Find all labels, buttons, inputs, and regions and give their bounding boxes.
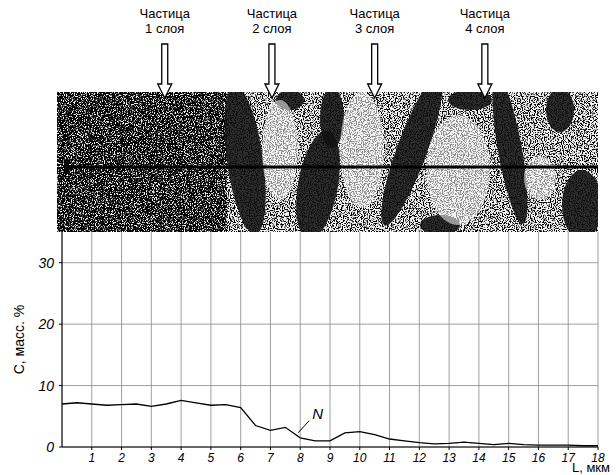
x-tick-label: 8	[297, 451, 304, 465]
grid-x	[91, 232, 92, 447]
x-tick	[538, 447, 539, 450]
x-tick-label: 2	[117, 451, 125, 465]
y-axis	[61, 232, 62, 447]
x-tick-label: 7	[267, 451, 275, 465]
grid-x	[538, 232, 539, 447]
label-line: 2 слоя	[252, 21, 291, 36]
x-tick-label: 14	[472, 451, 486, 465]
x-tick-label: 12	[413, 451, 427, 465]
arrow	[158, 44, 172, 98]
y-tick	[59, 385, 62, 386]
label-line: 4 слоя	[465, 21, 504, 36]
dark-region	[546, 92, 574, 132]
scan-line	[66, 166, 598, 169]
label-line: 3 слоя	[355, 21, 394, 36]
light-particle	[426, 115, 490, 225]
particle-label: Частица4 слоя	[460, 6, 511, 36]
data-line	[62, 400, 598, 445]
grid-x	[389, 232, 390, 447]
x-tick	[300, 447, 301, 450]
x-tick	[449, 447, 450, 450]
grid-y	[62, 324, 598, 325]
grid-x	[478, 232, 479, 447]
label-line: 1 слоя	[145, 21, 184, 36]
x-tick-label: 10	[353, 451, 367, 465]
grid-x	[300, 232, 301, 447]
y-tick-label: 0	[46, 439, 54, 455]
x-tick-label: 6	[237, 451, 244, 465]
x-tick	[598, 447, 599, 450]
x-tick	[181, 447, 182, 450]
micrograph	[57, 92, 598, 232]
grid-x	[419, 232, 420, 447]
y-tick-label: 20	[37, 316, 54, 332]
arrow	[265, 44, 279, 98]
particle-label: Частица3 слоя	[350, 6, 401, 36]
label-line: Частица	[140, 6, 191, 21]
micrograph-speckle-dense	[57, 92, 227, 232]
figure: Частица1 слояЧастица2 слояЧастица3 слояЧ…	[0, 0, 616, 475]
x-tick-label: 9	[327, 451, 334, 465]
x-tick	[91, 447, 92, 450]
grid-x	[270, 232, 271, 447]
light-particle	[524, 156, 556, 200]
label-line: Частица	[350, 6, 401, 21]
x-tick-label: 1	[88, 451, 95, 465]
grid-x	[240, 232, 241, 447]
x-tick-label: 16	[532, 451, 546, 465]
arrow	[368, 44, 382, 98]
x-tick	[359, 447, 360, 450]
label-line: Частица	[460, 6, 511, 21]
x-tick-label: 13	[442, 451, 456, 465]
y-tick-label: 10	[38, 378, 54, 394]
x-tick-label: 11	[383, 451, 395, 465]
series-group	[62, 400, 598, 445]
label-line: Частица	[247, 6, 298, 21]
grid-x	[598, 232, 599, 447]
y-tick	[59, 324, 62, 325]
particle-label: Частица2 слоя	[247, 6, 298, 36]
dark-region	[485, 92, 535, 226]
grid-y	[62, 385, 598, 386]
x-tick	[508, 447, 509, 450]
y-tick	[59, 262, 62, 263]
scan-start	[64, 160, 69, 174]
x-tick	[389, 447, 390, 450]
light-particle	[340, 92, 384, 208]
x-tick	[330, 447, 331, 450]
x-tick	[478, 447, 479, 450]
grid-x	[508, 232, 509, 447]
particle-label: Частица1 слоя	[140, 6, 191, 36]
grid-x	[330, 232, 331, 447]
x-tick	[270, 447, 271, 450]
grid-x	[359, 232, 360, 447]
light-particle	[262, 100, 298, 200]
grid-x	[568, 232, 569, 447]
x-tick-label: 4	[178, 451, 185, 465]
x-tick	[419, 447, 420, 450]
plot-area	[62, 232, 598, 447]
arrow	[478, 44, 492, 98]
x-tick	[568, 447, 569, 450]
x-axis-title: L, мкм	[572, 460, 610, 475]
x-tick	[151, 447, 152, 450]
y-axis-title: C, масс. %	[11, 305, 27, 375]
grid-x	[181, 232, 182, 447]
annotation-leader	[298, 421, 309, 433]
y-tick	[59, 447, 62, 448]
annotation: N	[312, 405, 323, 422]
x-tick-label: 3	[148, 451, 155, 465]
grid-x	[449, 232, 450, 447]
x-tick-label: 15	[502, 451, 516, 465]
x-tick	[121, 447, 122, 450]
grid-y	[62, 262, 598, 263]
grid-x	[151, 232, 152, 447]
grid-x	[210, 232, 211, 447]
x-tick	[240, 447, 241, 450]
x-tick	[210, 447, 211, 450]
dark-region	[562, 170, 598, 232]
grid-x	[121, 232, 122, 447]
y-tick-label: 30	[38, 255, 54, 271]
x-tick-label: 5	[208, 451, 215, 465]
